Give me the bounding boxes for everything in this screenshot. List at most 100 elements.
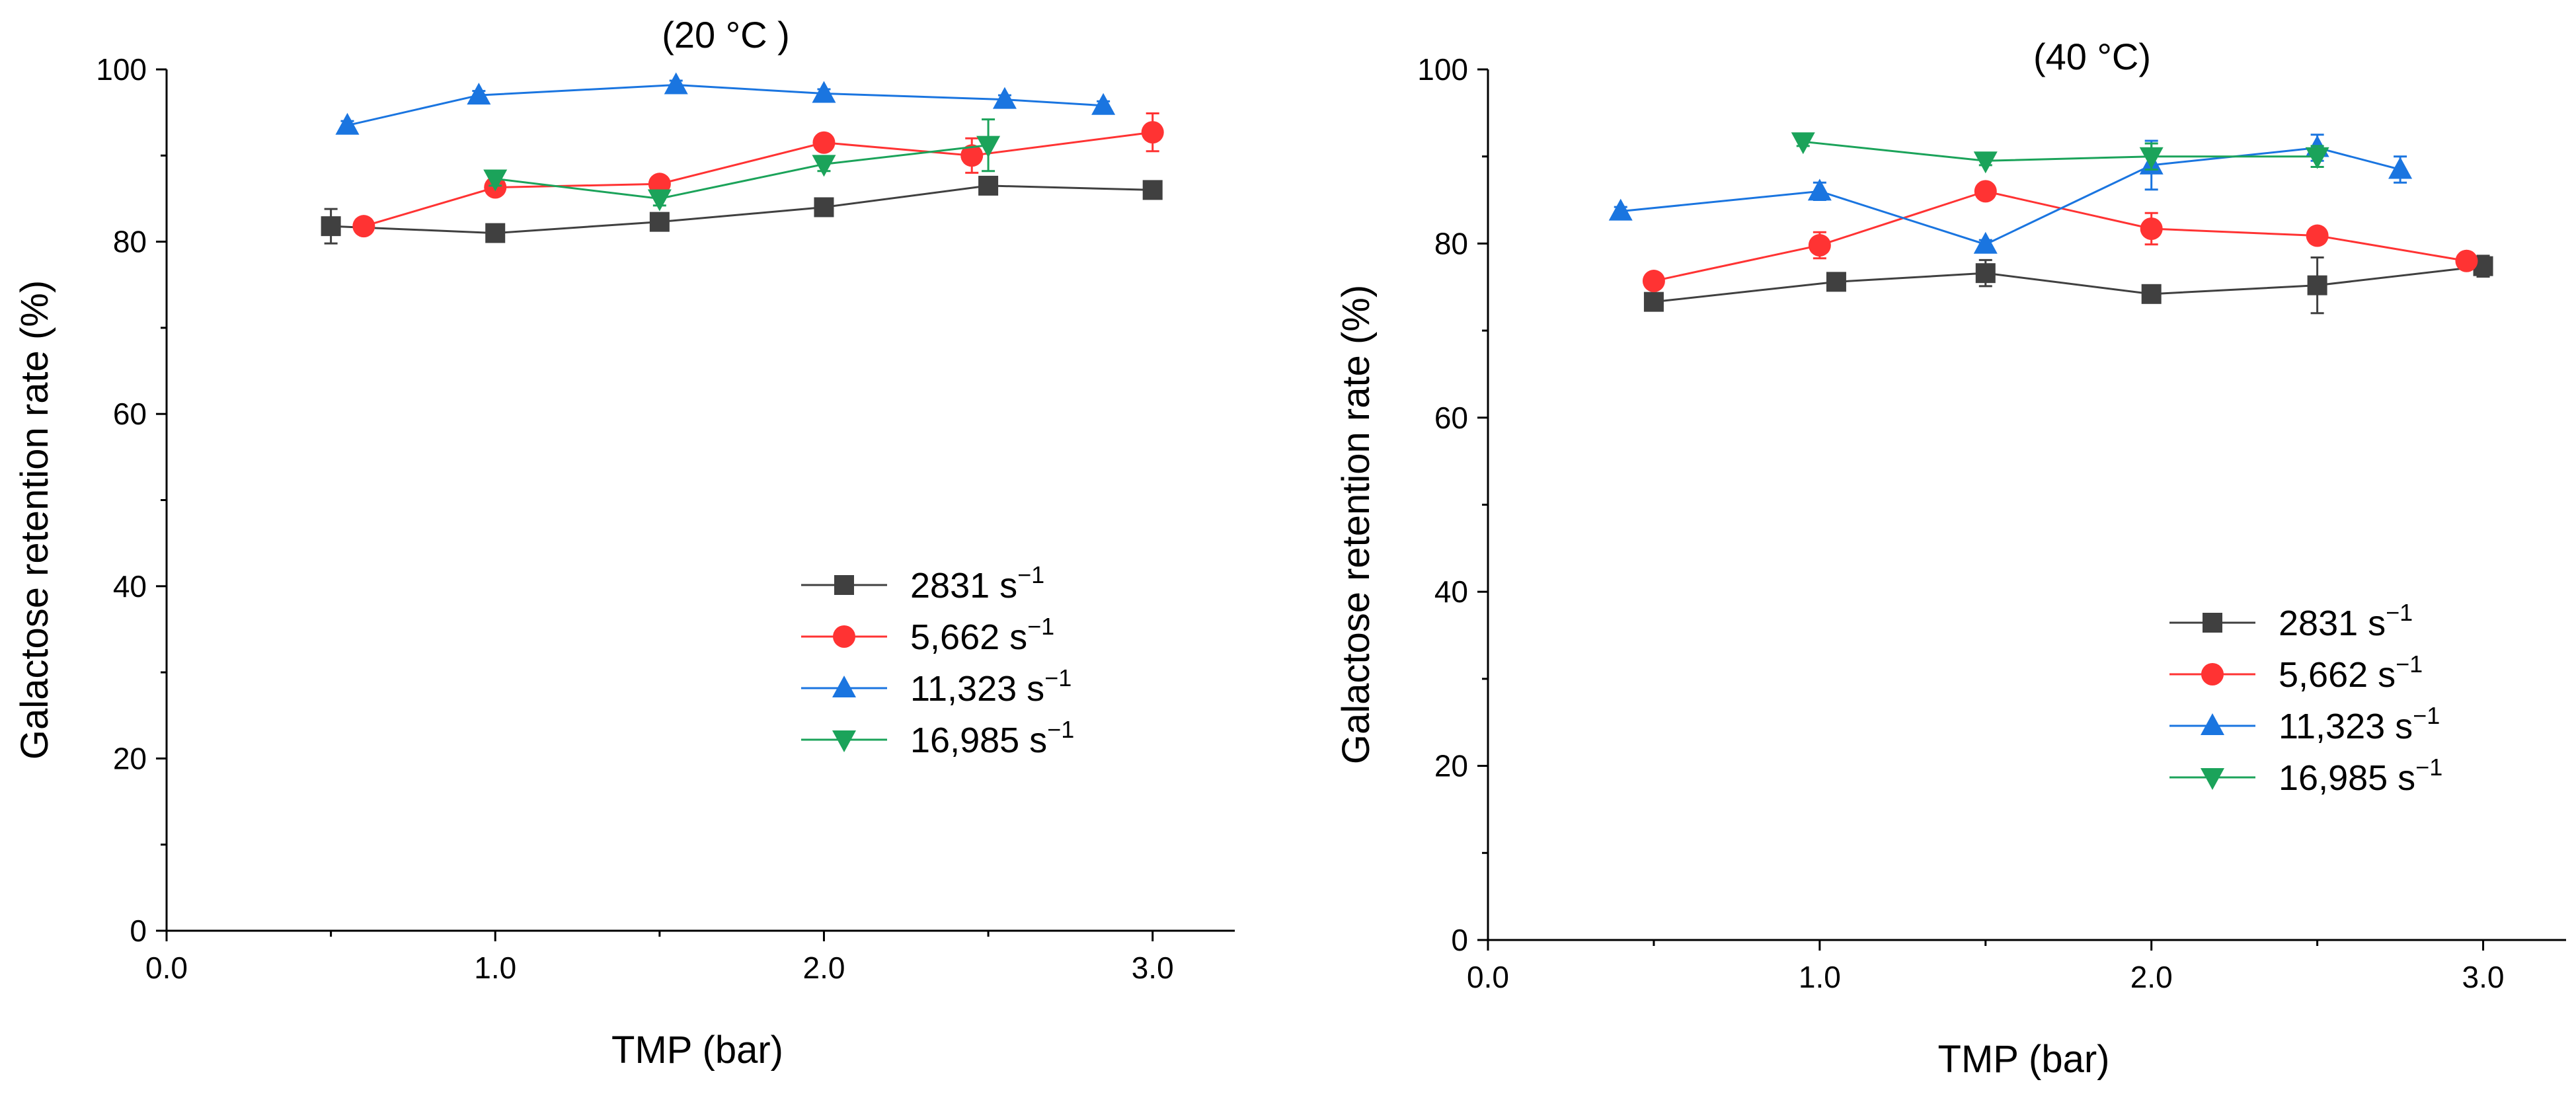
y-tick-label: 100 <box>1417 52 1468 87</box>
y-axis-title: Galactose retention rate (%) <box>13 280 56 760</box>
x-tick-label: 1.0 <box>1799 960 1841 994</box>
data-point <box>1808 234 1831 257</box>
legend-unit-exponent: −1 <box>2415 754 2442 781</box>
series-line <box>363 131 1153 227</box>
data-point <box>1973 231 1998 254</box>
y-tick-label: 100 <box>96 52 147 87</box>
legend-label: 2831 s−1 <box>2279 599 2413 643</box>
legend-unit-exponent: −1 <box>1044 664 1072 691</box>
legend-marker <box>833 625 855 648</box>
data-point <box>1975 263 1996 284</box>
legend-unit-exponent: −1 <box>2413 702 2440 729</box>
data-point <box>812 131 836 154</box>
legend-unit-exponent: −1 <box>2386 599 2413 626</box>
y-tick-label: 20 <box>1434 749 1468 783</box>
data-point <box>1807 178 1832 201</box>
legend-label: 5,662 s−1 <box>910 613 1054 657</box>
y-tick-label: 60 <box>1434 401 1468 435</box>
legend-unit-exponent: −1 <box>1027 613 1054 640</box>
chart-title: (20 °C ) <box>662 14 790 56</box>
data-point <box>647 189 672 212</box>
legend-label: 16,985 s−1 <box>910 716 1074 760</box>
y-tick-label: 40 <box>1434 574 1468 609</box>
data-point <box>814 197 834 217</box>
series-line <box>1653 190 2467 282</box>
x-tick-label: 1.0 <box>474 951 516 985</box>
data-point <box>976 136 1001 158</box>
legend-unit-exponent: −1 <box>1017 561 1044 588</box>
y-tick-label: 80 <box>1434 226 1468 260</box>
y-tick-label: 60 <box>113 397 147 431</box>
x-tick-label: 2.0 <box>802 951 845 985</box>
data-point <box>1608 198 1633 221</box>
data-point <box>812 155 836 177</box>
x-axis-title: TMP (bar) <box>1938 1038 2110 1081</box>
legend-marker <box>834 575 854 595</box>
y-tick-label: 0 <box>130 914 147 948</box>
y-tick-label: 40 <box>113 569 147 604</box>
data-point <box>1643 292 1664 312</box>
data-point <box>2307 275 2327 295</box>
chart-panel-40c: 0 20 40 60 80 100 0.0 1.0 2.0 3.0 TMP (bar) Galacto… <box>1335 36 2566 1081</box>
legend: 2831 s−1 5,662 s−1 11,323 s−1 16,985 s−1 <box>2169 599 2442 798</box>
data-point <box>1974 180 1997 203</box>
legend-marker <box>2203 613 2222 633</box>
series-line <box>347 83 1104 127</box>
data-point <box>960 144 984 167</box>
data-point <box>1141 121 1164 144</box>
data-point <box>485 223 506 243</box>
x-axis-title: TMP (bar) <box>611 1029 783 1072</box>
data-point <box>992 87 1017 109</box>
x-tick-label: 3.0 <box>2462 960 2505 994</box>
data-point <box>978 175 999 196</box>
x-tick-label: 2.0 <box>2130 960 2173 994</box>
data-point <box>1791 132 1815 155</box>
legend-label: 5,662 s−1 <box>2279 650 2423 695</box>
legend-label: 16,985 s−1 <box>2279 754 2442 798</box>
data-point <box>321 216 341 237</box>
data-point <box>664 72 688 95</box>
data-point <box>2306 224 2329 247</box>
data-point <box>1142 180 1163 200</box>
data-point <box>483 169 508 192</box>
legend-label: 2831 s−1 <box>910 561 1044 606</box>
y-tick-label: 0 <box>1451 923 1468 957</box>
legend-label: 11,323 s−1 <box>910 664 1072 709</box>
legend: 2831 s−1 5,662 s−1 11,323 s−1 16,985 s−1 <box>801 561 1074 760</box>
data-point <box>2141 284 2162 304</box>
data-point <box>649 212 670 232</box>
legend-marker <box>2201 663 2224 685</box>
legend-marker <box>2201 713 2224 735</box>
legend-label: 11,323 s−1 <box>2279 702 2440 746</box>
data-point <box>1826 272 1846 292</box>
series-line <box>1803 140 2318 162</box>
y-tick-label: 80 <box>113 225 147 259</box>
data-point <box>352 215 375 238</box>
data-point <box>1973 151 1998 174</box>
data-point <box>2140 217 2163 241</box>
data-point <box>812 81 836 103</box>
x-tick-label: 3.0 <box>1132 951 1174 985</box>
y-tick-label: 20 <box>113 741 147 775</box>
data-point <box>467 83 491 105</box>
series-line <box>1653 265 2483 303</box>
y-axis-title: Galactose retention rate (%) <box>1335 285 1378 764</box>
data-point <box>2305 147 2329 169</box>
legend-unit-exponent: −1 <box>2396 650 2423 678</box>
series-line <box>331 184 1153 235</box>
chart-panel-20c: 0 20 40 60 80 100 0.0 1.0 2.0 3.0 TMP (bar) Galacto… <box>13 14 1235 1072</box>
data-point <box>1642 270 1665 293</box>
legend-unit-exponent: −1 <box>1047 716 1074 743</box>
data-point <box>335 112 360 135</box>
x-tick-label: 0.0 <box>1467 960 1509 994</box>
x-tick-label: 0.0 <box>145 951 188 985</box>
data-point <box>1091 93 1116 115</box>
series-line <box>495 144 989 200</box>
data-point <box>2139 147 2164 169</box>
legend-marker <box>2201 768 2224 790</box>
data-point <box>2388 157 2413 179</box>
chart-title: (40 °C) <box>2033 36 2151 77</box>
data-point <box>2455 249 2478 272</box>
legend-marker <box>832 676 856 697</box>
